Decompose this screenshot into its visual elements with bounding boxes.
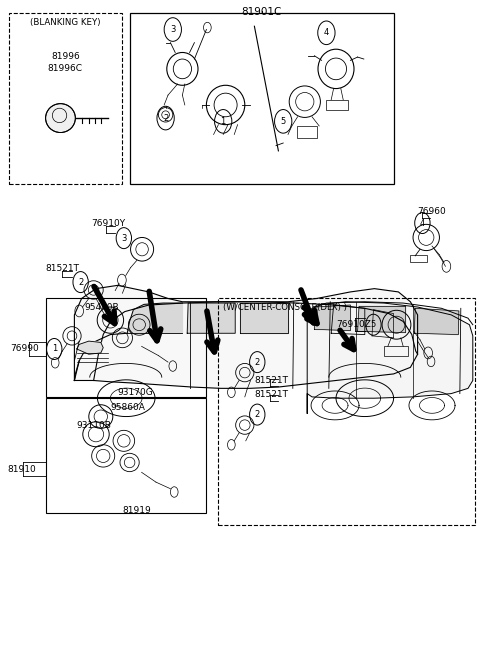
Polygon shape bbox=[331, 305, 365, 335]
Text: 4: 4 bbox=[324, 28, 329, 37]
Text: 76910Y: 76910Y bbox=[91, 218, 125, 228]
Text: 81919: 81919 bbox=[122, 506, 151, 516]
Polygon shape bbox=[314, 305, 350, 331]
Polygon shape bbox=[307, 302, 473, 413]
Polygon shape bbox=[240, 303, 288, 333]
Text: 2: 2 bbox=[255, 410, 260, 419]
Text: 5: 5 bbox=[371, 320, 376, 329]
Text: 76990: 76990 bbox=[11, 344, 39, 354]
Polygon shape bbox=[187, 303, 235, 333]
Text: 3: 3 bbox=[170, 25, 176, 34]
Text: 76960: 76960 bbox=[418, 207, 446, 216]
Text: 81901C: 81901C bbox=[241, 7, 282, 16]
Text: 81521T: 81521T bbox=[46, 264, 80, 274]
Text: (W/CENTER-CONSOLE(DLX) ): (W/CENTER-CONSOLE(DLX) ) bbox=[223, 303, 347, 312]
Text: 2: 2 bbox=[78, 277, 83, 287]
Text: 81521T: 81521T bbox=[254, 390, 288, 400]
Text: 2: 2 bbox=[163, 113, 168, 123]
Text: 93110B: 93110B bbox=[77, 421, 112, 430]
Text: 81521T: 81521T bbox=[254, 376, 288, 385]
Text: 76910Z: 76910Z bbox=[336, 320, 371, 329]
Text: 81996
81996C: 81996 81996C bbox=[48, 52, 83, 73]
Text: 4: 4 bbox=[420, 218, 425, 228]
Text: 95440B: 95440B bbox=[84, 303, 119, 312]
Text: 3: 3 bbox=[121, 234, 127, 243]
Ellipse shape bbox=[46, 104, 75, 133]
Text: 1: 1 bbox=[221, 117, 226, 126]
Polygon shape bbox=[372, 310, 394, 338]
Polygon shape bbox=[127, 303, 182, 333]
Polygon shape bbox=[358, 306, 406, 333]
Text: 2: 2 bbox=[255, 358, 260, 367]
Text: 81910: 81910 bbox=[7, 464, 36, 474]
Text: 95860A: 95860A bbox=[110, 403, 145, 413]
Polygon shape bbox=[74, 285, 418, 388]
Text: 5: 5 bbox=[281, 117, 286, 126]
Text: (BLANKING KEY): (BLANKING KEY) bbox=[30, 18, 100, 27]
Polygon shape bbox=[414, 308, 459, 335]
Polygon shape bbox=[77, 341, 103, 354]
Text: 1: 1 bbox=[52, 344, 57, 354]
Text: 93170G: 93170G bbox=[118, 388, 153, 398]
